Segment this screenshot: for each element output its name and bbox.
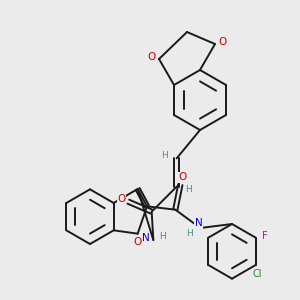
Text: O: O [134,237,142,247]
Text: O: O [218,38,226,47]
Text: H: H [159,232,166,241]
Text: H: H [186,229,193,238]
Text: Cl: Cl [253,269,262,279]
Text: O: O [118,194,126,204]
Text: H: H [162,151,168,160]
Text: O: O [178,172,186,182]
Text: O: O [148,52,156,62]
Text: F: F [262,231,268,241]
Text: N: N [195,218,203,228]
Text: H: H [185,185,192,194]
Text: N: N [142,233,150,243]
